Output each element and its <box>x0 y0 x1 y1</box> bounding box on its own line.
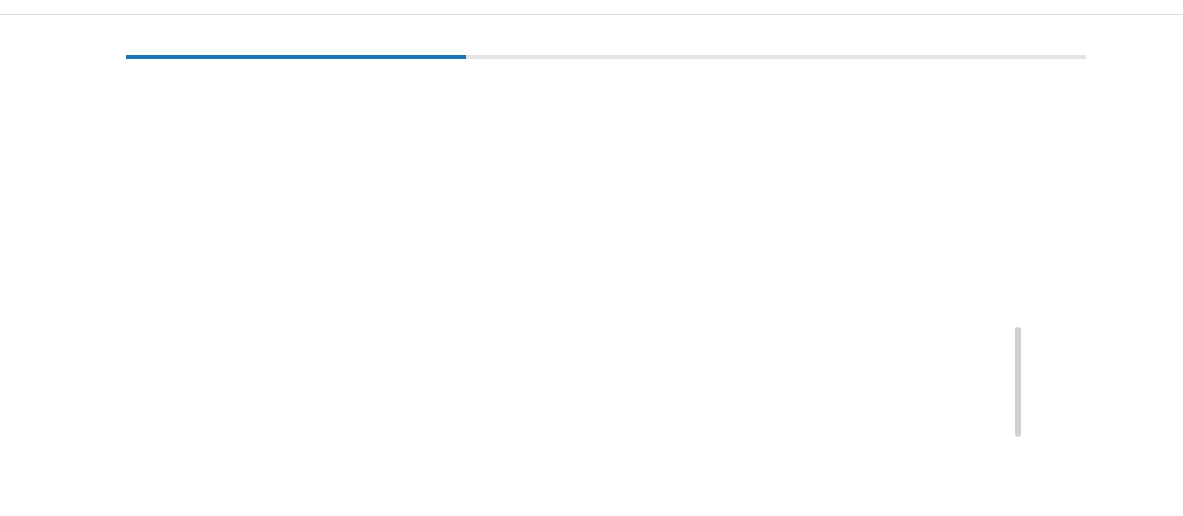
progress-fill <box>126 55 466 59</box>
content-wrap <box>0 15 1183 227</box>
item-sidebar <box>1113 25 1183 227</box>
graph-panel <box>126 77 566 227</box>
scroll-indicator[interactable] <box>1015 327 1021 437</box>
main-column <box>0 25 1113 227</box>
page-title <box>0 0 1183 15</box>
quiz-row <box>126 77 1101 227</box>
question-panel <box>604 77 1101 227</box>
polynomial-graph <box>126 77 426 227</box>
progress-bar <box>126 55 1101 63</box>
